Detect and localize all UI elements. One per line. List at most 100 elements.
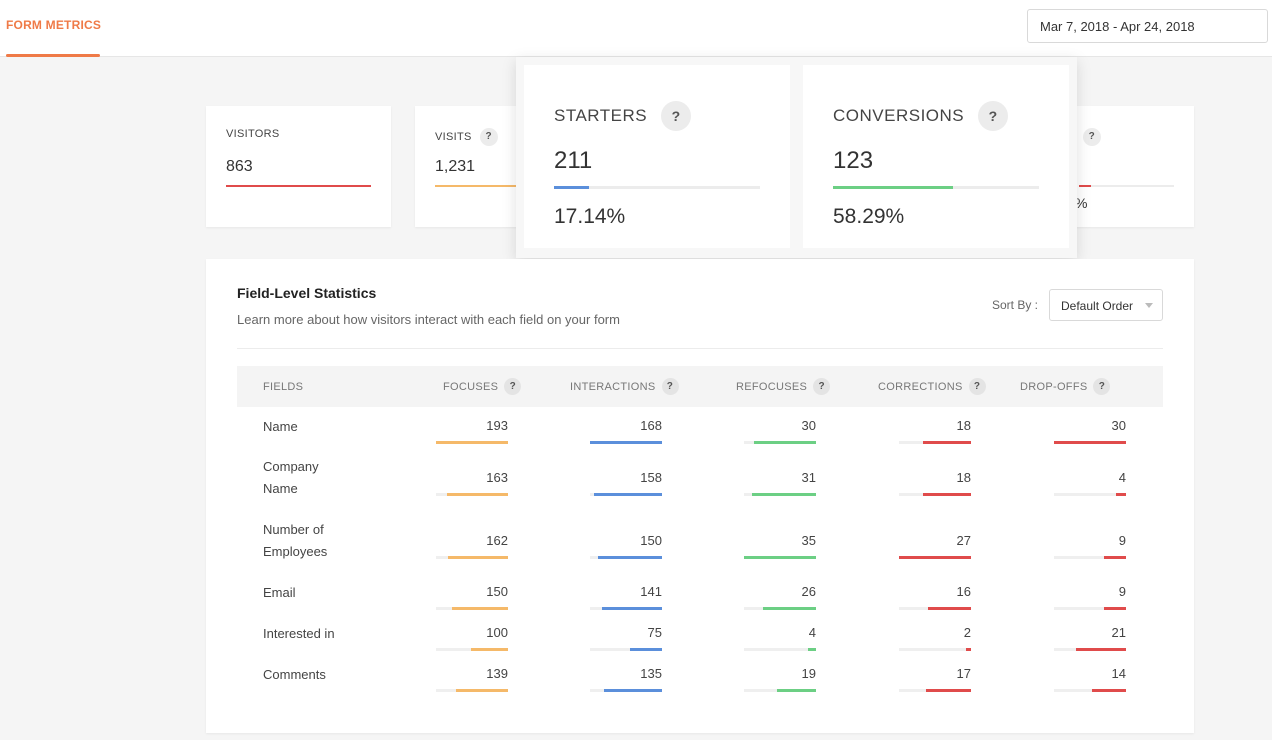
interactions-bar-fill [629,648,662,651]
active-tab-underline [6,54,100,57]
refocuses-value: 30 [801,418,816,433]
refocuses-cell: 26 [696,584,816,620]
refocuses-bar-track [744,648,816,651]
interactions-value: 75 [647,625,662,640]
conversions-bg-percent: % [1075,195,1088,211]
column-header-fields[interactable]: FIELDS [263,366,303,407]
focuses-value: 150 [486,584,508,599]
starters-percent: 17.14% [554,205,626,228]
focuses-value: 193 [486,418,508,433]
interactions-bar-fill [594,493,662,496]
interactions-help-icon[interactable]: ? [661,378,679,395]
interactions-bar-fill [597,556,662,559]
column-header-interactions[interactable]: INTERACTIONS ? [570,366,679,407]
drop-offs-bar-track [1054,689,1126,692]
corrections-bar-fill [899,556,971,559]
drop-offs-bar-fill [1116,493,1126,496]
focuses-bar-fill [470,648,508,651]
focuses-bar-track [436,441,508,444]
field-name-line: Interested in [263,626,335,641]
refocuses-value: 19 [801,666,816,681]
drop-offs-value: 14 [1111,666,1126,681]
interactions-bar-track [590,441,662,444]
refocuses-cell: 19 [696,666,816,702]
corrections-help-icon[interactable]: ? [968,378,986,395]
drop-offs-help-icon[interactable]: ? [1093,378,1111,395]
focuses-bar-fill [452,607,508,610]
tab-form-metrics[interactable]: FORM METRICS [6,0,101,57]
field-name: Name [263,416,298,438]
corrections-bar-fill [925,689,971,692]
refocuses-value: 4 [808,625,816,640]
drop-offs-value: 4 [1118,470,1126,485]
visitors-value: 863 [226,158,253,175]
visits-value: 1,231 [435,158,476,175]
refocuses-value: 35 [801,533,816,548]
corrections-value: 18 [956,470,971,485]
corrections-bar-fill [965,648,971,651]
conversions-label: CONVERSIONS [833,106,965,125]
refocuses-bar-track [744,689,816,692]
focuses-value: 162 [486,533,508,548]
interactions-bar-fill [601,607,662,610]
column-header-label: CORRECTIONS [878,380,963,393]
refocuses-value: 31 [801,470,816,485]
sort-by-select[interactable]: Default Order [1049,289,1163,321]
refocuses-value: 26 [801,584,816,599]
corrections-cell: 27 [851,533,971,569]
refocuses-help-icon[interactable]: ? [813,378,831,395]
drop-offs-bar-fill [1075,648,1126,651]
visitors-bar-track [226,185,371,187]
refocuses-cell: 35 [696,533,816,569]
conversions-bg-bar-fill [1079,185,1091,187]
drop-offs-cell: 9 [1006,584,1126,620]
column-header-refocuses[interactable]: REFOCUSES ? [736,366,831,407]
focuses-value: 163 [486,470,508,485]
corrections-cell: 17 [851,666,971,702]
field-name: Comments [263,664,326,686]
conversions-bg-help-icon[interactable]: ? [1082,128,1101,146]
field-name-line: Number of [263,522,324,537]
visits-help-icon[interactable]: ? [479,128,498,146]
column-header-label: INTERACTIONS [570,380,656,393]
sort-by-value: Default Order [1061,299,1134,313]
column-header-label: FOCUSES [443,380,499,393]
conversions-help-icon[interactable]: ? [978,101,1009,131]
field-name-line: Name [263,481,298,496]
starters-help-icon[interactable]: ? [661,101,692,131]
drop-offs-value: 9 [1118,584,1126,599]
focuses-bar-fill [447,556,508,559]
column-header-label: FIELDS [263,380,304,393]
sort-by-label: Sort By : [992,298,1039,312]
column-header-drop-offs[interactable]: DROP-OFFS ? [1020,366,1111,407]
interactions-value: 150 [640,533,662,548]
corrections-cell: 18 [851,470,971,506]
drop-offs-bar-track [1054,648,1126,651]
drop-offs-bar-fill [1104,556,1126,559]
focuses-bar-fill [447,493,508,496]
drop-offs-cell: 4 [1006,470,1126,506]
focuses-help-icon[interactable]: ? [504,378,522,395]
starters-value: 211 [554,147,593,174]
corrections-value: 17 [956,666,971,681]
corrections-bar-track [899,648,971,651]
refocuses-cell: 4 [696,625,816,661]
column-header-focuses[interactable]: FOCUSES ? [443,366,522,407]
interactions-cell: 141 [542,584,662,620]
visits-label: VISITS [435,131,472,143]
focuses-value: 139 [486,666,508,681]
drop-offs-value: 21 [1111,625,1126,640]
corrections-cell: 2 [851,625,971,661]
starters-label-wrap: STARTERS ? [554,101,692,131]
visits-bar-fill [435,185,580,187]
drop-offs-value: 9 [1118,533,1126,548]
column-header-corrections[interactable]: CORRECTIONS ? [878,366,986,407]
date-range-picker[interactable]: Mar 7, 2018 - Apr 24, 2018 [1027,9,1268,43]
stats-table-header: FIELDS FOCUSES ? INTERACTIONS ? REFOCUSE… [237,366,1163,407]
interactions-value: 141 [640,584,662,599]
field-name: Company Name [263,456,319,500]
field-level-statistics-panel: Field-Level Statistics Learn more about … [206,259,1194,733]
refocuses-bar-track [744,441,816,444]
field-name: Number of Employees [263,519,327,563]
starters-bar-fill [554,186,590,189]
